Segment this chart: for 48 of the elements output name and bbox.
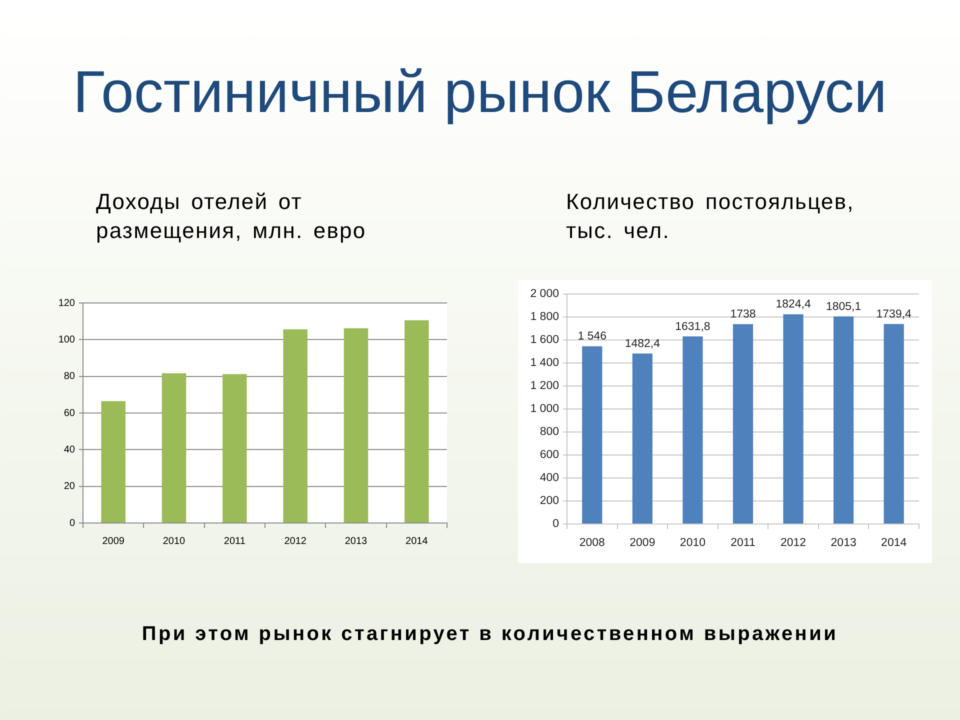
y-tick-label: 200 [540, 495, 559, 508]
x-tick-label: 2014 [881, 537, 908, 550]
bar [101, 401, 126, 522]
x-tick-label: 2012 [780, 537, 806, 550]
x-tick-label: 2011 [730, 537, 756, 550]
x-tick-label: 2012 [284, 536, 307, 547]
y-tick-label: 40 [64, 444, 76, 456]
x-tick-label: 2013 [344, 536, 368, 547]
y-tick-label: 2 000 [530, 288, 559, 300]
y-tick-label: 20 [64, 481, 76, 492]
data-label: 1824,4 [776, 298, 812, 311]
x-tick-label: 2009 [102, 536, 125, 547]
bar [344, 328, 368, 522]
data-label: 1482,4 [624, 338, 661, 350]
y-tick-label: 60 [64, 408, 76, 419]
bar [404, 320, 429, 522]
chart-title: Доходы отелей от размещения, млн. евро [96, 188, 368, 245]
data-label: 1739,4 [876, 308, 912, 320]
y-tick-label: 0 [552, 518, 559, 530]
chart-title: Количество постояльцев, тыс. чел. [566, 188, 856, 245]
data-label: 1 546 [578, 330, 607, 343]
x-tick-label: 2013 [830, 537, 856, 550]
data-label: 1805,1 [826, 300, 862, 313]
y-tick-label: 0 [69, 518, 76, 529]
y-tick-label: 800 [540, 426, 559, 438]
y-tick-label: 120 [58, 298, 76, 309]
bar [283, 329, 308, 522]
y-tick-label: 400 [540, 472, 559, 484]
x-tick-label: 2008 [579, 537, 605, 550]
y-tick-label: 100 [58, 334, 76, 346]
data-label: 1631,8 [675, 320, 710, 333]
y-tick-label: 80 [64, 371, 76, 382]
bar [162, 373, 186, 522]
x-tick-label: 2010 [680, 537, 706, 550]
text: При этом рынок стагнирует в количественном выражении [140, 622, 840, 646]
x-tick-label: 2011 [224, 536, 246, 547]
text: Гостиничный рынок Беларуси [72, 59, 888, 125]
data-label: 1738 [730, 308, 756, 321]
y-tick-label: 1 400 [530, 357, 559, 370]
x-tick-label: 2014 [406, 536, 428, 547]
bar [222, 374, 247, 522]
y-tick-label: 1 200 [530, 380, 559, 392]
x-tick-label: 2010 [162, 536, 186, 547]
y-tick-label: 1 600 [530, 334, 559, 346]
y-tick-label: 600 [540, 449, 559, 462]
y-tick-label: 1 000 [530, 403, 559, 416]
y-tick-label: 1 800 [530, 311, 559, 324]
x-tick-label: 2009 [630, 537, 656, 550]
